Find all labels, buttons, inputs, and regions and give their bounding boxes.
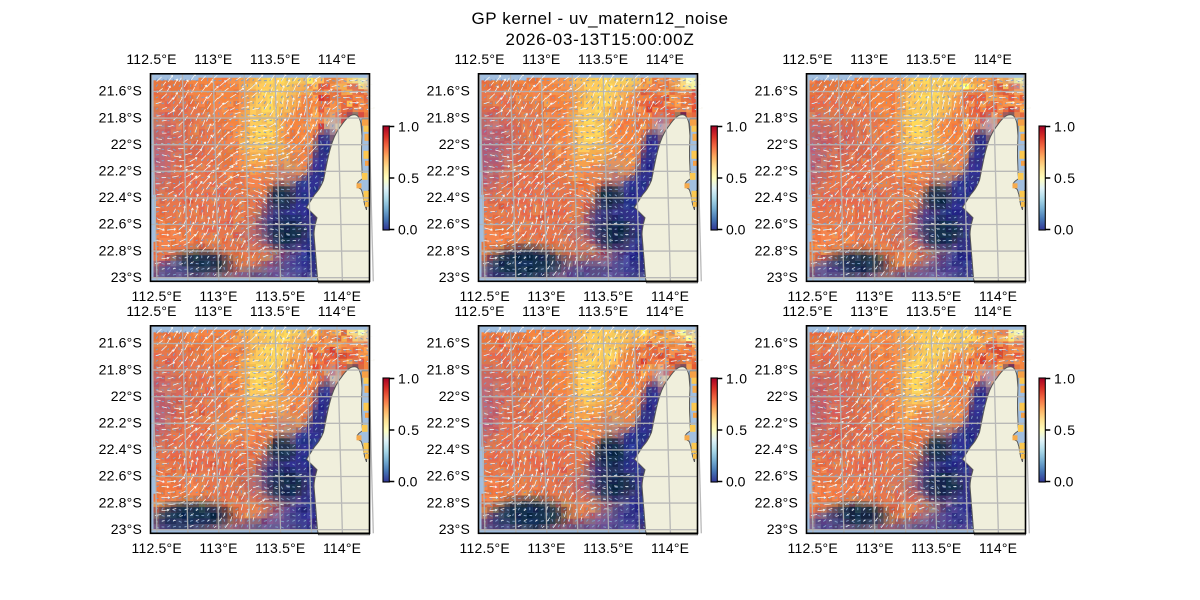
svg-text:2026-03-13T15:00:00Z: 2026-03-13T15:00:00Z — [506, 30, 695, 49]
svg-text:GP kernel - uv_matern12_noise: GP kernel - uv_matern12_noise — [471, 9, 728, 28]
